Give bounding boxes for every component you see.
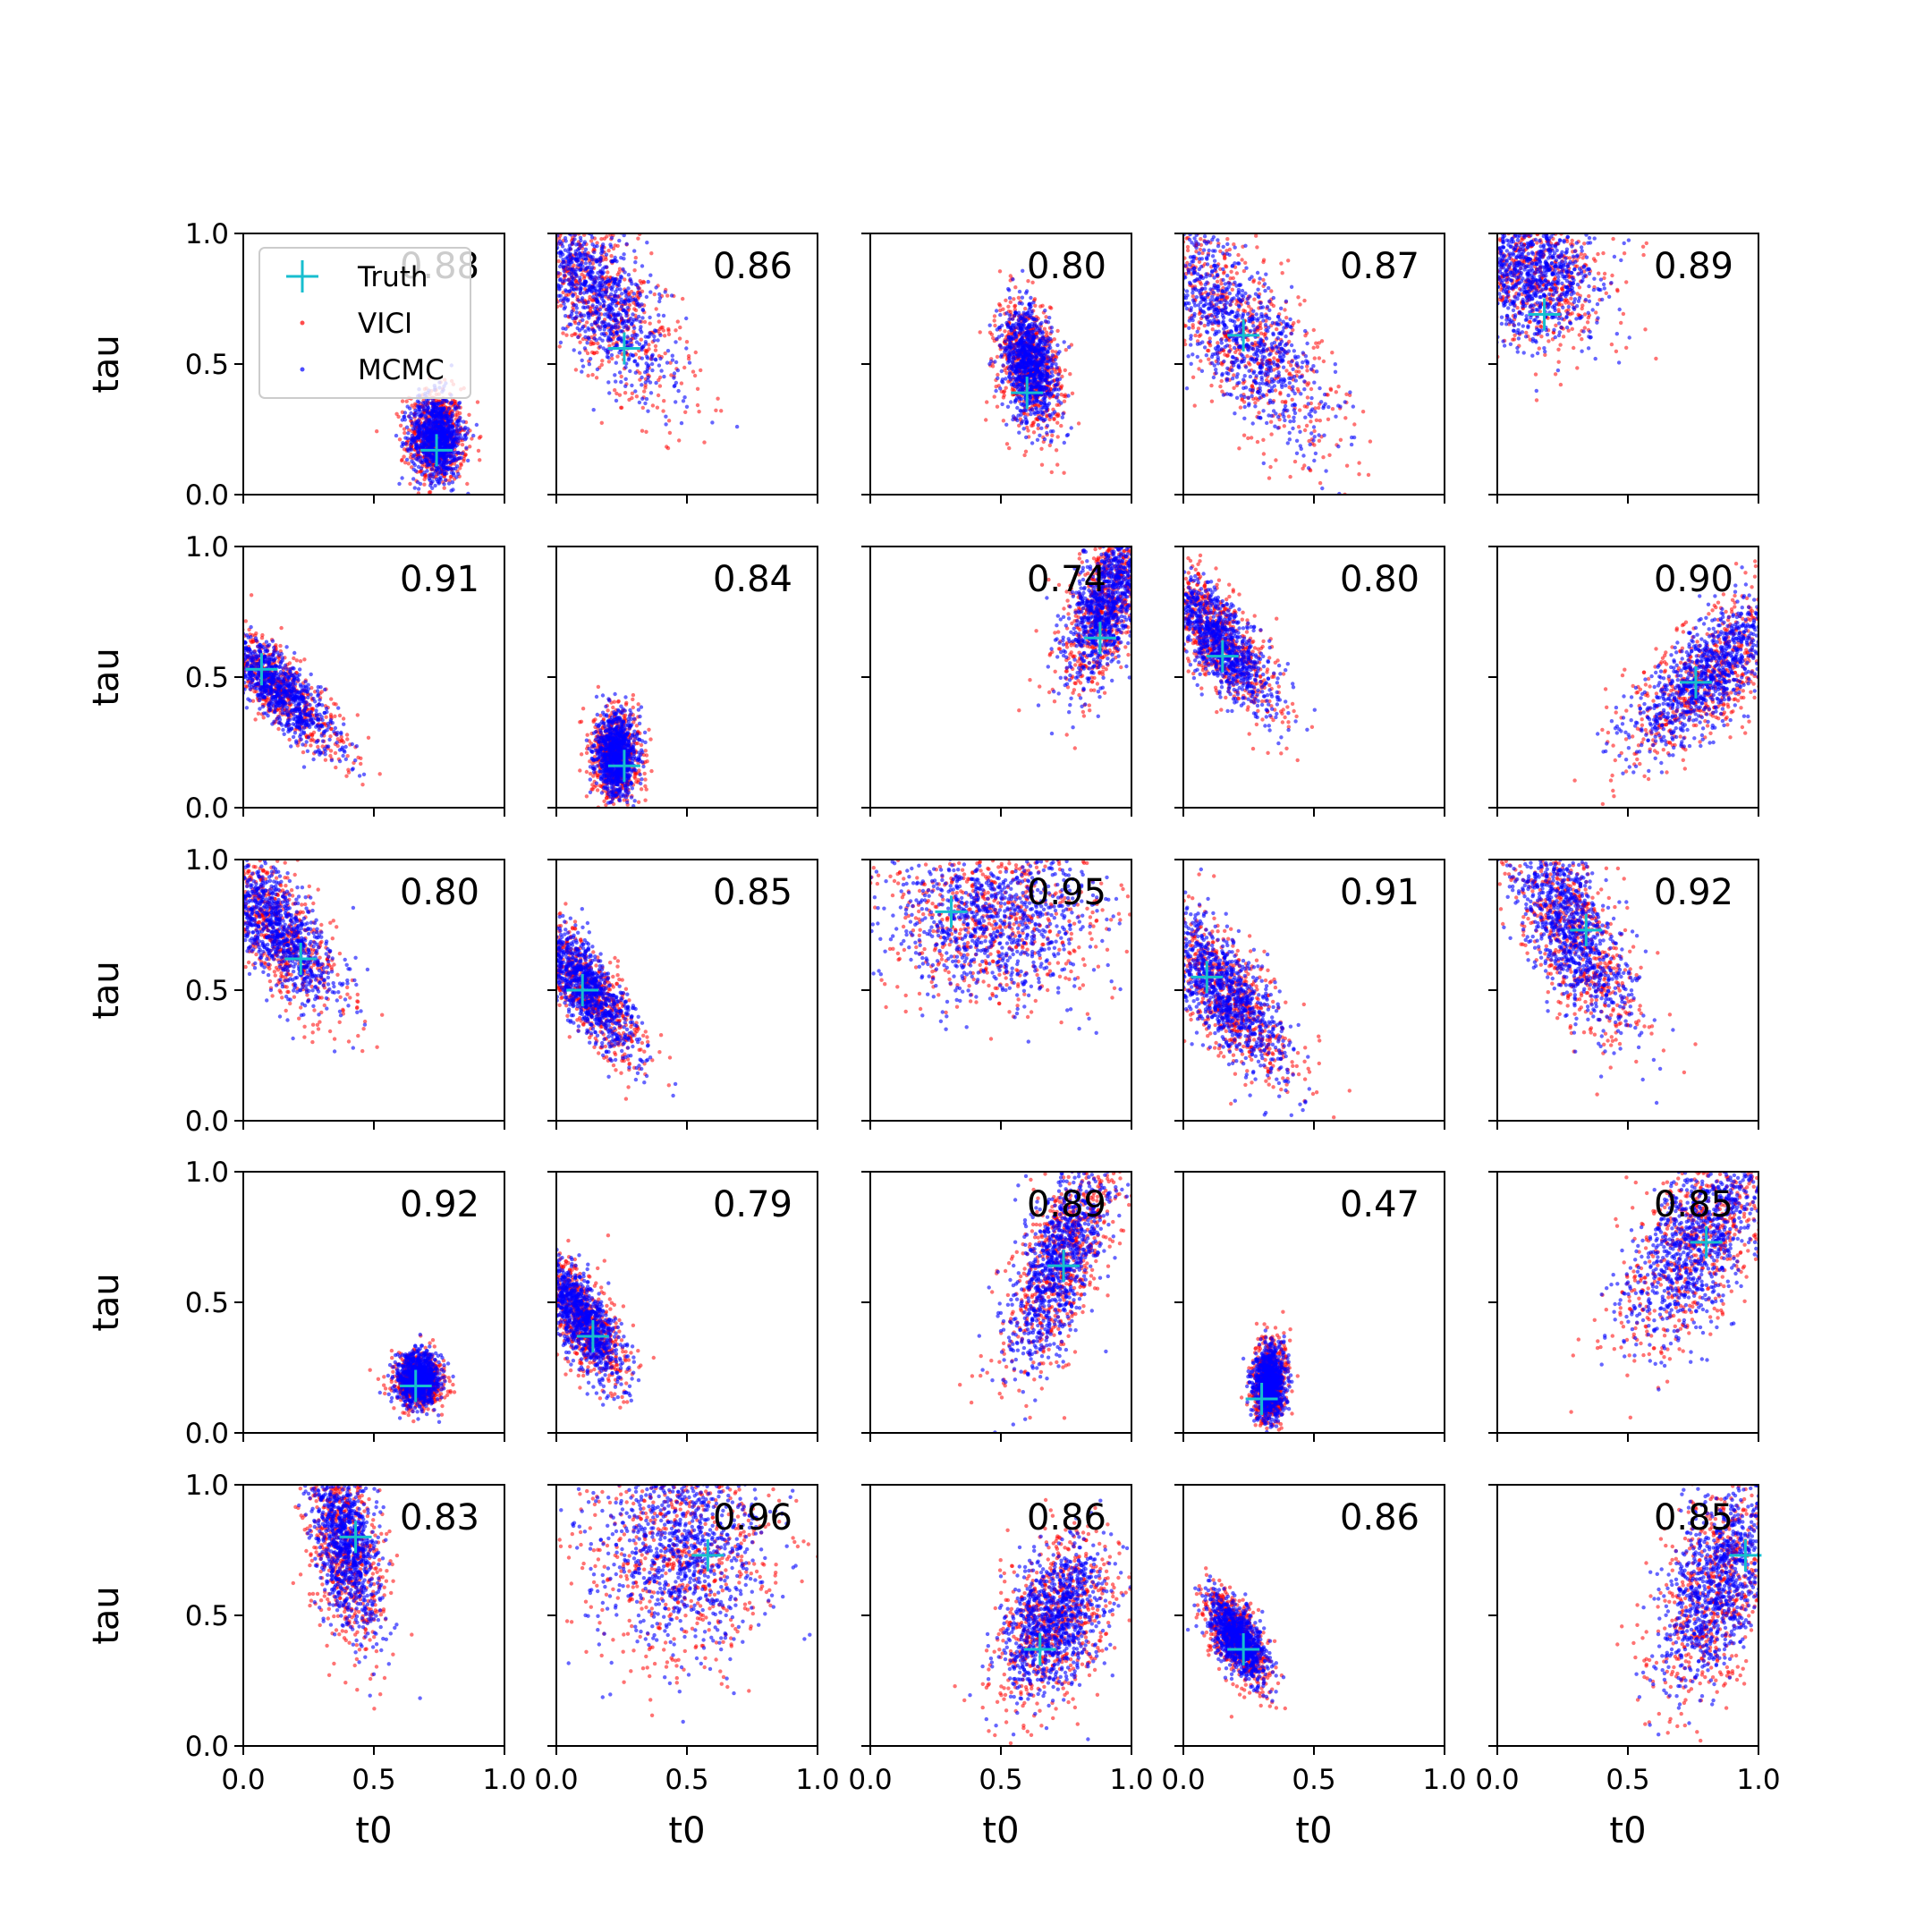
x-tick-label: 0.0 xyxy=(1475,1764,1519,1796)
panel-score: 0.85 xyxy=(1654,1184,1733,1225)
y-tick-label: 1.0 xyxy=(185,218,229,250)
panel-score: 0.84 xyxy=(713,559,792,600)
panel-score: 0.80 xyxy=(1027,246,1106,287)
panel-score: 0.79 xyxy=(713,1184,792,1225)
y-axis-label: tau xyxy=(86,961,127,1020)
y-tick-label: 0.5 xyxy=(185,349,229,381)
panel-score: 0.86 xyxy=(1340,1497,1419,1538)
x-tick-label: 1.0 xyxy=(1736,1764,1780,1796)
panel-score: 0.91 xyxy=(1340,872,1419,913)
x-tick-label: 0.5 xyxy=(1606,1764,1649,1796)
panel-score: 0.80 xyxy=(1340,559,1419,600)
x-tick-label: 1.0 xyxy=(1422,1764,1466,1796)
x-axis-label: t0 xyxy=(1609,1810,1646,1852)
panel-score: 0.92 xyxy=(1654,872,1733,913)
panel-score: 0.96 xyxy=(713,1497,792,1538)
y-tick-label: 0.0 xyxy=(185,1418,229,1450)
y-tick-label: 0.5 xyxy=(185,1600,229,1632)
panel-score: 0.95 xyxy=(1027,872,1106,913)
legend-dot-marker xyxy=(301,321,305,326)
panel-score: 0.74 xyxy=(1027,559,1106,600)
y-axis-label: tau xyxy=(86,335,127,394)
x-tick-label: 0.5 xyxy=(352,1764,395,1796)
legend: Truth VICI MCMC xyxy=(259,248,470,398)
x-tick-label: 0.0 xyxy=(848,1764,892,1796)
y-tick-label: 0.0 xyxy=(185,1731,229,1763)
legend-dot-marker xyxy=(301,368,305,372)
x-axis-label: t0 xyxy=(1295,1810,1332,1852)
legend-entry-label: Truth xyxy=(357,261,428,293)
y-tick-label: 1.0 xyxy=(185,531,229,564)
x-tick-label: 1.0 xyxy=(1109,1764,1153,1796)
panel-score: 0.83 xyxy=(400,1497,479,1538)
panel-score: 0.92 xyxy=(400,1184,479,1225)
y-tick-label: 0.5 xyxy=(185,662,229,694)
x-tick-label: 0.0 xyxy=(534,1764,578,1796)
panel-score: 0.90 xyxy=(1654,559,1733,600)
y-tick-label: 1.0 xyxy=(185,844,229,877)
x-tick-label: 0.5 xyxy=(1292,1764,1335,1796)
y-axis-label: tau xyxy=(86,648,127,707)
x-tick-label: 0.5 xyxy=(665,1764,708,1796)
y-tick-label: 1.0 xyxy=(185,1157,229,1189)
x-axis-label: t0 xyxy=(982,1810,1019,1852)
panel-score: 0.47 xyxy=(1340,1184,1419,1225)
panel-score: 0.87 xyxy=(1340,246,1419,287)
y-tick-label: 0.5 xyxy=(185,1287,229,1319)
x-axis-label: t0 xyxy=(668,1810,705,1852)
x-tick-label: 0.5 xyxy=(979,1764,1022,1796)
legend-entry-label: VICI xyxy=(358,308,412,340)
x-axis-label: t0 xyxy=(355,1810,392,1852)
y-tick-label: 0.0 xyxy=(185,792,229,825)
y-tick-label: 0.5 xyxy=(185,975,229,1007)
panel-score: 0.85 xyxy=(1654,1497,1733,1538)
x-tick-label: 1.0 xyxy=(482,1764,526,1796)
x-tick-label: 1.0 xyxy=(795,1764,839,1796)
legend-entry-label: MCMC xyxy=(358,354,445,386)
panel-score: 0.85 xyxy=(713,872,792,913)
y-axis-label: tau xyxy=(86,1586,127,1645)
panel-score: 0.89 xyxy=(1654,246,1733,287)
y-tick-label: 1.0 xyxy=(185,1470,229,1502)
panel-score: 0.91 xyxy=(400,559,479,600)
panel-score: 0.86 xyxy=(713,246,792,287)
x-tick-label: 0.0 xyxy=(221,1764,265,1796)
y-axis-label: tau xyxy=(86,1273,127,1332)
y-tick-label: 0.0 xyxy=(185,479,229,512)
y-tick-label: 0.0 xyxy=(185,1106,229,1138)
panel-score: 0.86 xyxy=(1027,1497,1106,1538)
x-tick-label: 0.0 xyxy=(1161,1764,1205,1796)
panel-score: 0.89 xyxy=(1027,1184,1106,1225)
panel-score: 0.80 xyxy=(400,872,479,913)
